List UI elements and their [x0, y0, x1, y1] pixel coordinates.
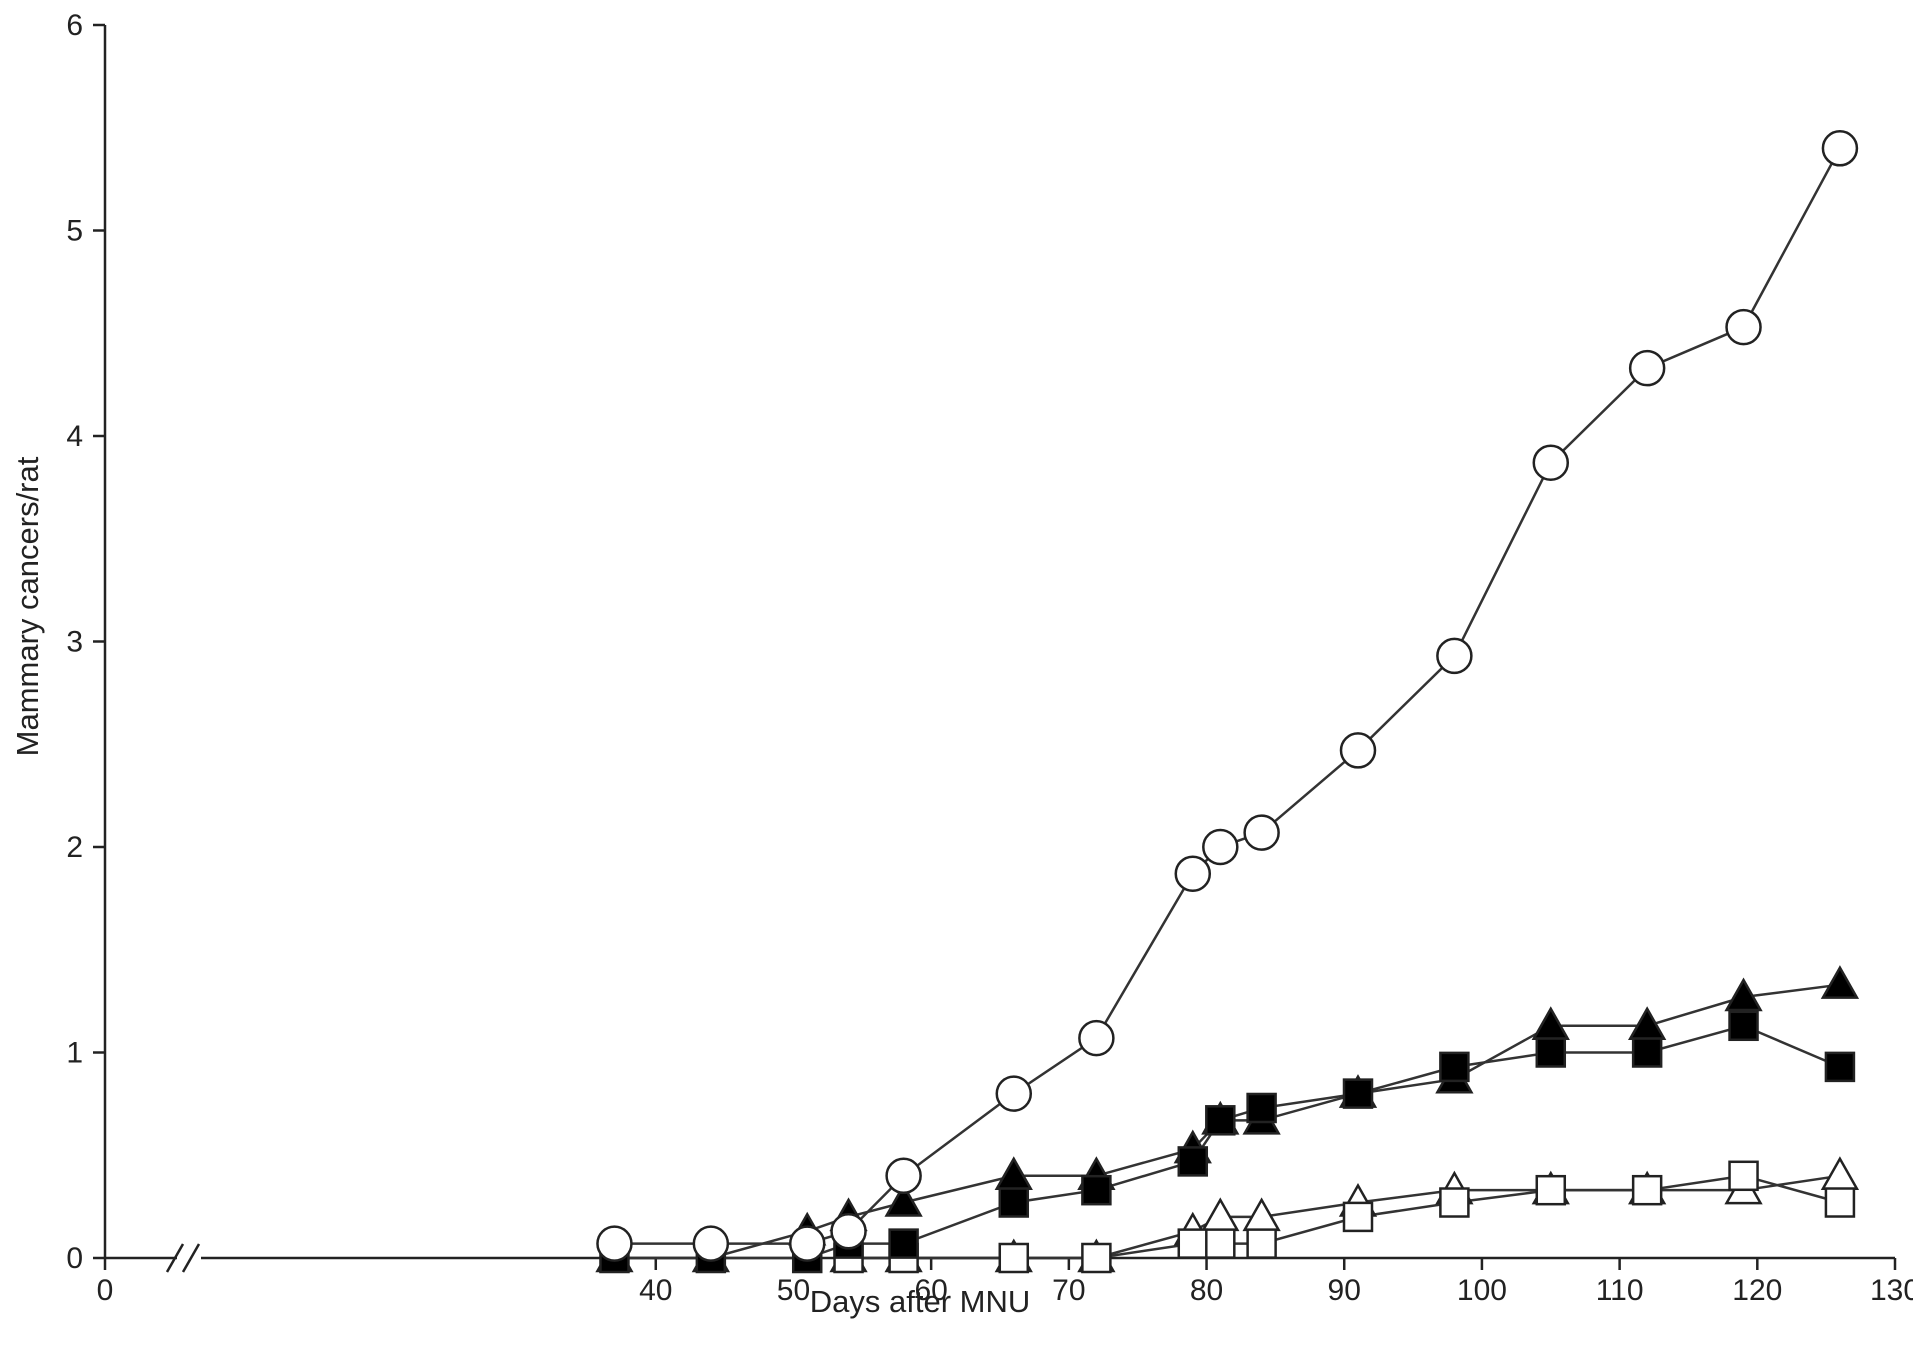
y-tick-label: 5 [66, 215, 83, 248]
triangle-point [884, 1182, 923, 1217]
series-line-1 [614, 147, 1842, 1245]
square-point [1535, 1174, 1567, 1206]
square-point [1535, 1037, 1567, 1068]
square-point [1439, 1051, 1470, 1083]
x-tick-label: 80 [1190, 1274, 1223, 1307]
square-point [1081, 1174, 1112, 1206]
square-point [1728, 1160, 1759, 1192]
series-lines [614, 147, 1842, 1260]
x-tick-label: 90 [1328, 1274, 1361, 1307]
axis-break-mark [165, 1243, 185, 1273]
square-point [1342, 1078, 1374, 1109]
triangle-point [1820, 965, 1860, 999]
circle-point [596, 1225, 633, 1262]
x-tick-label: 100 [1457, 1274, 1507, 1307]
y-axis-label: Mammary cancers/rat [10, 456, 45, 756]
square-point [1205, 1228, 1236, 1259]
series-markers [595, 130, 1860, 1274]
circle-point [885, 1157, 922, 1195]
series-1-markers [596, 130, 1859, 1262]
x-tick-label: 130 [1870, 1274, 1913, 1307]
square-point [998, 1242, 1030, 1274]
circle-point [692, 1225, 730, 1262]
circle-point [995, 1075, 1033, 1112]
square-point [1246, 1092, 1277, 1124]
circle-point [1339, 732, 1377, 769]
circle-point [788, 1225, 826, 1262]
square-point [1177, 1228, 1209, 1259]
circle-point [1725, 308, 1762, 346]
y-tick-label: 0 [66, 1242, 83, 1275]
triangle-point [994, 1156, 1033, 1191]
square-point [1205, 1105, 1236, 1136]
circle-point [1532, 444, 1570, 481]
series-line-3 [614, 1024, 1841, 1260]
triangle-point [1628, 1006, 1667, 1041]
triangle-point [1724, 977, 1763, 1012]
x-tick-label: 110 [1596, 1274, 1644, 1307]
circle-point [1174, 855, 1212, 892]
x-tick-label: 50 [777, 1274, 810, 1307]
circle-point [1436, 637, 1473, 675]
axes: 0 40 50 60 70 80 90 100 110 120 130 0 1 2 3 4 5 6 [66, 9, 1913, 1307]
square-point [1824, 1187, 1856, 1218]
square-point [1246, 1228, 1277, 1259]
x-axis-label: Days after MNU [810, 1284, 1030, 1319]
square-point [1439, 1187, 1470, 1218]
axis-break-mark [181, 1243, 201, 1273]
square-point [998, 1187, 1030, 1218]
y-tick-label: 6 [66, 9, 83, 42]
circle-point [1078, 1019, 1115, 1057]
square-point [1631, 1037, 1663, 1068]
y-tick-label: 2 [66, 831, 83, 864]
triangle-point [1201, 1197, 1240, 1232]
x-tick-label: 60 [914, 1274, 947, 1307]
square-point [1342, 1201, 1374, 1233]
triangle-point [1531, 1006, 1570, 1041]
x-tick-label: 0 [97, 1274, 114, 1307]
square-point [888, 1228, 919, 1259]
circle-point [1202, 828, 1239, 866]
x-tick-label: 120 [1732, 1274, 1782, 1307]
y-tick-label: 1 [66, 1037, 83, 1070]
circle-point [830, 1213, 867, 1250]
x-tick-label: 40 [639, 1274, 672, 1307]
y-tick-label: 4 [66, 420, 83, 453]
x-tick-label: 70 [1052, 1274, 1085, 1307]
circle-point [1821, 130, 1859, 167]
series-5-markers [833, 1160, 1856, 1274]
square-point [1631, 1174, 1663, 1206]
circle-point [1628, 349, 1666, 387]
triangle-point [1820, 1156, 1860, 1191]
y-tick-label: 3 [66, 626, 83, 659]
square-point [1081, 1242, 1112, 1274]
circle-point [1243, 814, 1280, 851]
square-point [1177, 1146, 1209, 1177]
square-point [1728, 1010, 1759, 1042]
square-point [1824, 1051, 1856, 1083]
